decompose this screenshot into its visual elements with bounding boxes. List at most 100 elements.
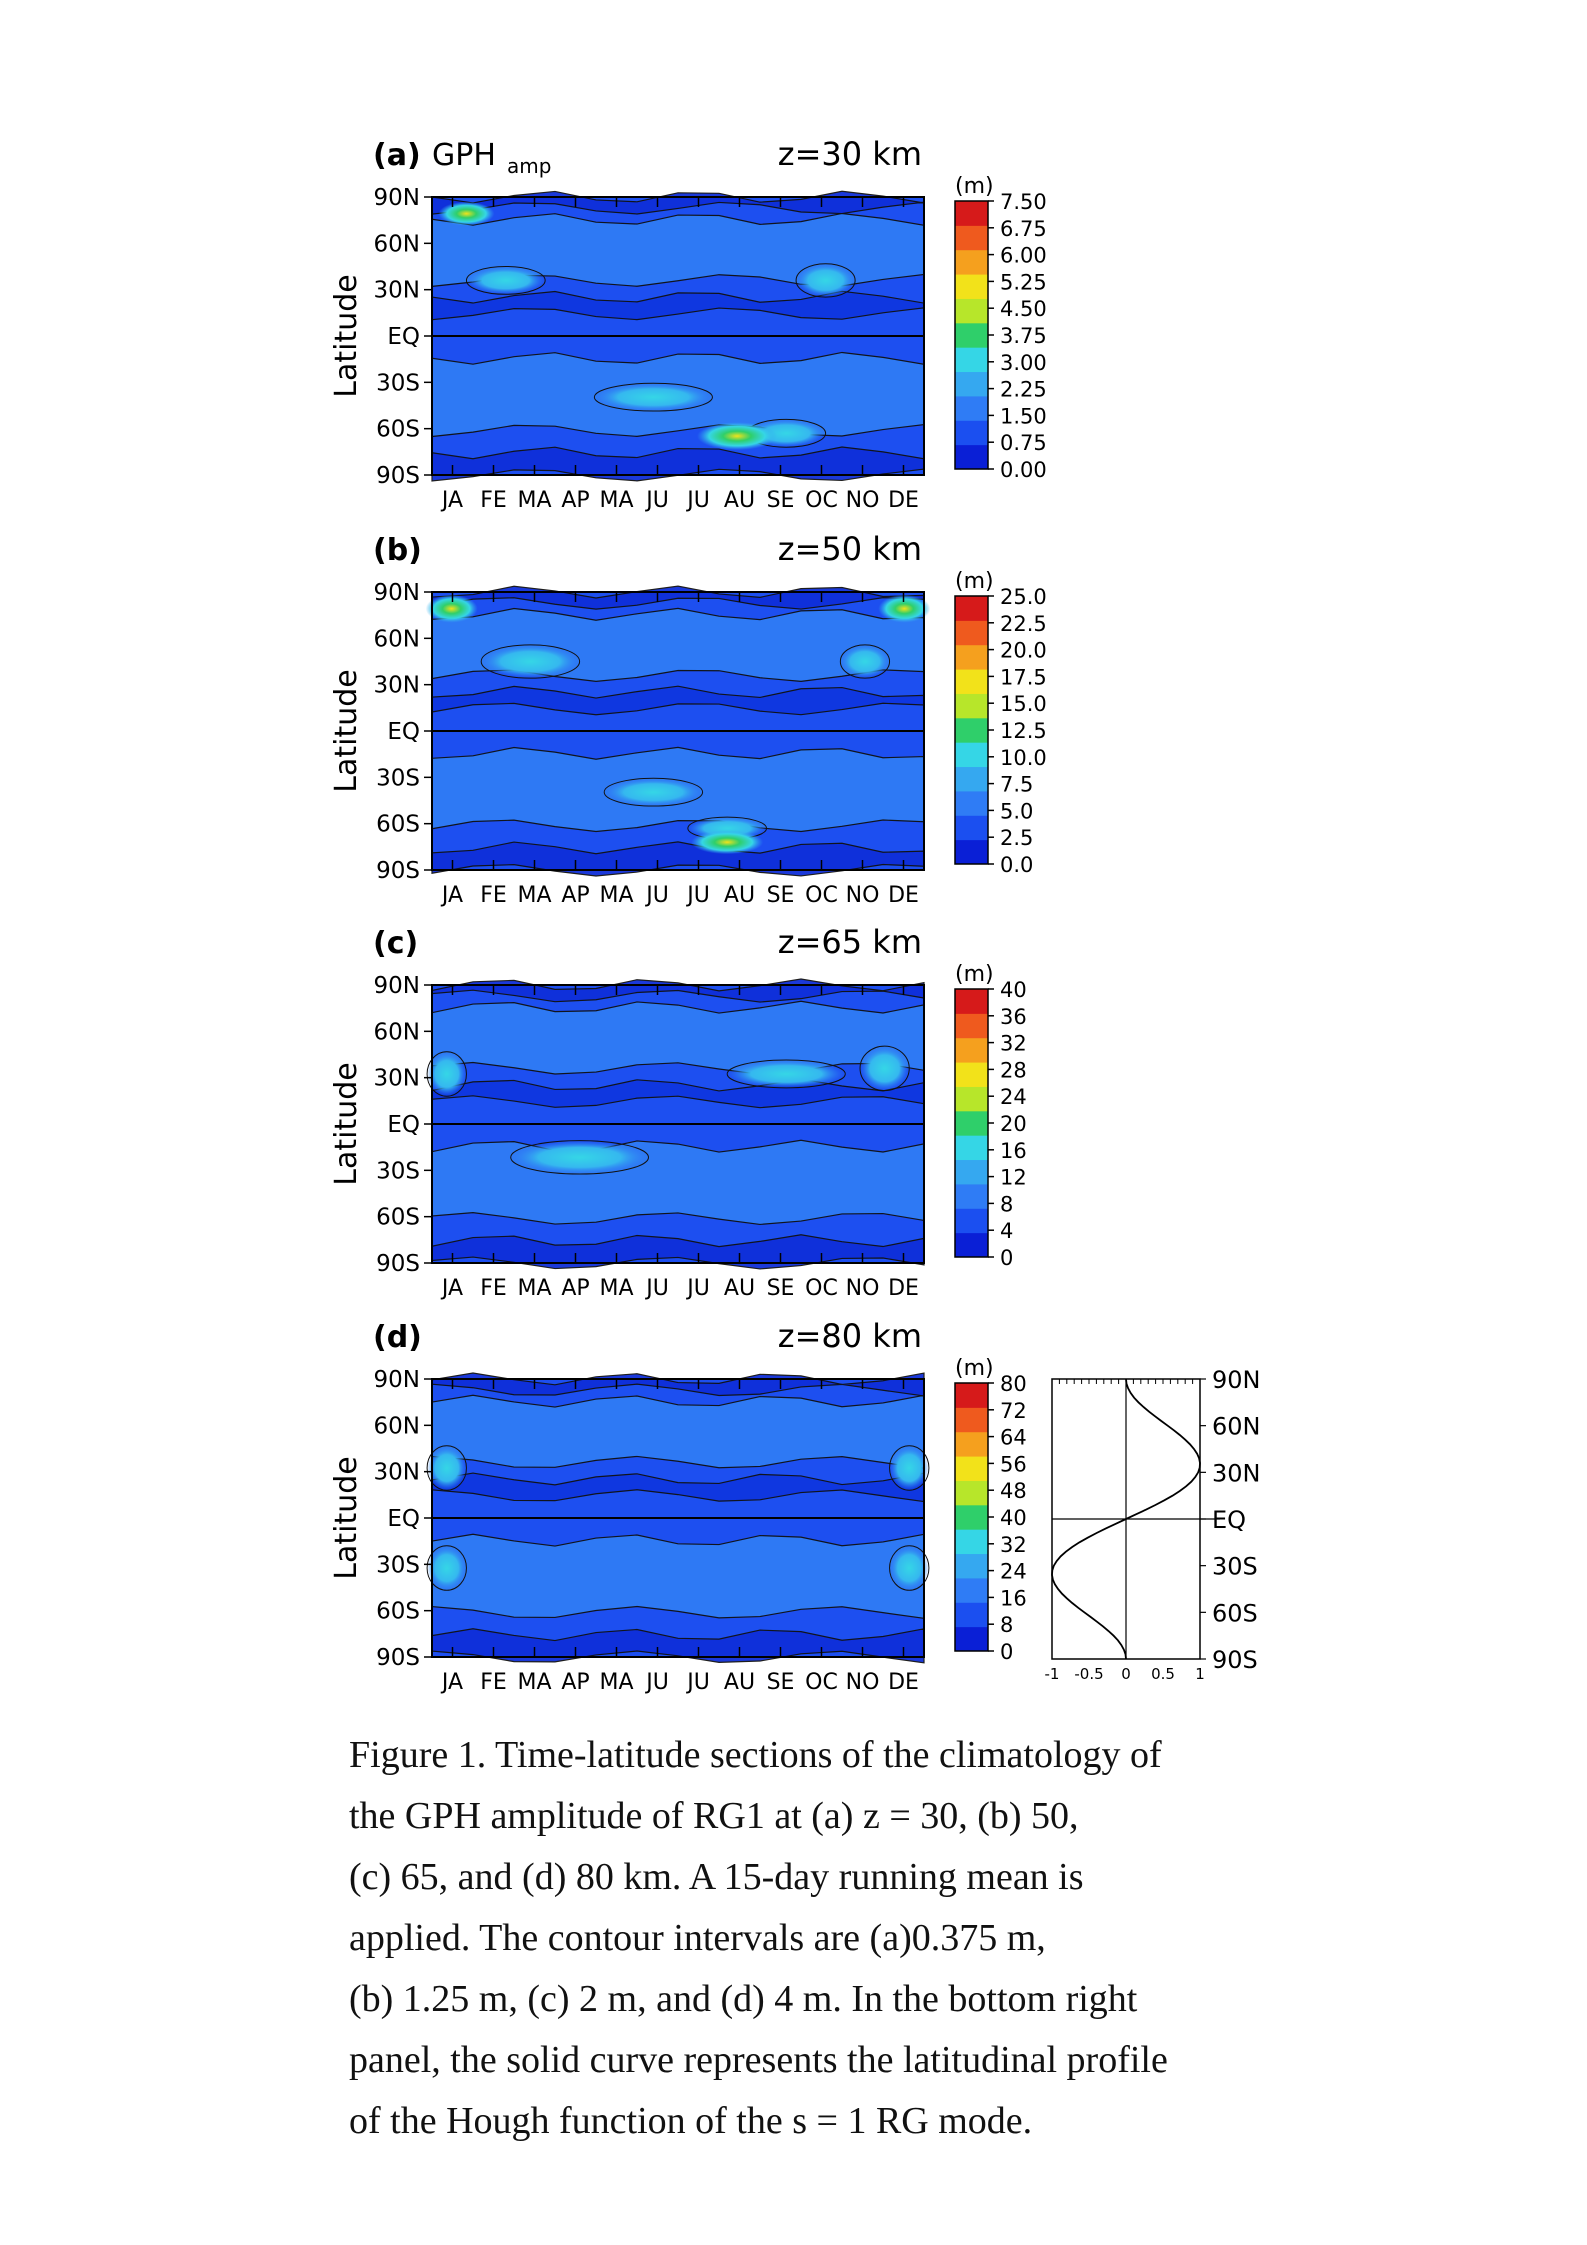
panel-a: 90N 60N 30N EQ 30S 60S 90S Latitude JA FE MA AP MA JU… (329, 135, 1047, 513)
colorbar-tick-label: 2.5 (1000, 826, 1033, 850)
contour-blob (839, 644, 891, 679)
month-tick-label: MA (599, 883, 633, 908)
colorbar-tick-label: 12 (1000, 1166, 1027, 1190)
colorbar-tick-label: 0.0 (1000, 853, 1033, 877)
panel-label: (a) (373, 138, 421, 173)
hough-lat-tick-label: 90S (1212, 1646, 1258, 1674)
caption-line: (b) 1.25 m, (c) 2 m, and (d) 4 m. In the… (349, 1978, 1138, 2020)
colorbar-tick-label: 17.5 (1000, 665, 1047, 689)
lat-tick-label: 60S (376, 1205, 420, 1231)
colorbar-tick-label: 25.0 (1000, 585, 1047, 609)
month-tick-label: NO (846, 1276, 880, 1301)
contour-blob (889, 1445, 930, 1491)
hough-curve (1051, 1378, 1201, 1660)
altitude-label: z=50 km (778, 530, 922, 568)
month-tick-label: JA (440, 488, 463, 513)
contour-maximum (691, 830, 764, 855)
panel-label: (b) (373, 533, 422, 568)
contour-region (431, 1000, 925, 1075)
colorbar-segment (955, 322, 988, 348)
lat-tick-label: 90N (374, 973, 420, 999)
colorbar-tick-label: 0.75 (1000, 431, 1047, 455)
lat-tick-label: EQ (387, 1506, 420, 1532)
month-tick-label: JU (644, 1276, 669, 1301)
colorbar-segment (955, 669, 988, 694)
colorbar-segment (955, 420, 988, 446)
colorbar-segment (955, 596, 988, 621)
colorbar-tick-label: 24 (1000, 1560, 1027, 1584)
month-tick-label: AU (724, 488, 755, 513)
month-tick-label: OC (805, 883, 838, 908)
y-axis-label: Latitude (329, 669, 364, 792)
colorbar-segment (955, 790, 988, 816)
colorbar-tick-label: 5.0 (1000, 799, 1033, 823)
colorbar-segment (955, 444, 988, 470)
y-axis-label: Latitude (329, 274, 364, 397)
colorbar-unit: (m) (955, 174, 994, 199)
month-tick-label: MA (517, 1670, 551, 1695)
altitude-label: z=30 km (778, 135, 922, 173)
colorbar-tick-label: 16 (1000, 1139, 1027, 1163)
lat-tick-label: 30N (374, 278, 420, 304)
month-tick-label: SE (767, 1670, 795, 1695)
hough-x-tick-label: 0 (1121, 1665, 1131, 1683)
colorbar-segment (955, 1407, 988, 1433)
colorbar-tick-label: 22.5 (1000, 612, 1047, 636)
lat-tick-label: 90N (374, 1367, 420, 1393)
caption-line: (c) 65, and (d) 80 km. A 15-day running … (349, 1856, 1084, 1898)
lat-tick-label: 90N (374, 185, 420, 211)
lat-tick-label: 30N (374, 673, 420, 699)
colorbar-segment (955, 742, 988, 768)
lat-tick-label: 60S (376, 417, 420, 443)
hough-x-tick-label: 0.5 (1151, 1665, 1175, 1683)
lat-tick-label: EQ (387, 1112, 420, 1138)
contour-blob (726, 1059, 846, 1089)
colorbar-segment (955, 1135, 988, 1161)
hough-lat-tick-label: 90N (1212, 1366, 1261, 1394)
colorbar-segment (955, 1037, 988, 1063)
y-axis-label: Latitude (329, 1062, 364, 1185)
lat-tick-label: 90S (376, 463, 420, 489)
contour-blob (426, 1051, 467, 1097)
month-tick-label: JU (644, 1670, 669, 1695)
lat-tick-label: 30S (376, 765, 420, 791)
hough-x-tick-label: 1 (1195, 1665, 1205, 1683)
colorbar-tick-label: 7.5 (1000, 773, 1033, 797)
panel-label: (d) (373, 1320, 422, 1355)
month-tick-label: AP (561, 488, 589, 513)
lat-tick-label: 30N (374, 1460, 420, 1486)
contour-blob (593, 382, 713, 412)
colorbar-segment (955, 815, 988, 841)
colorbar-segment (955, 1626, 988, 1652)
colorbar-tick-label: 16 (1000, 1586, 1027, 1610)
colorbar-unit: (m) (955, 962, 994, 987)
lat-tick-label: EQ (387, 719, 420, 745)
lat-tick-label: 60S (376, 812, 420, 838)
month-tick-label: NO (846, 1670, 880, 1695)
panel-title-subscript: amp (507, 154, 551, 178)
month-tick-label: AP (561, 883, 589, 908)
month-tick-label: JA (440, 1670, 463, 1695)
contour-maximum (438, 201, 495, 226)
hough-lat-tick-label: 60S (1212, 1599, 1258, 1627)
contour-blob (465, 266, 546, 295)
colorbar-tick-label: 48 (1000, 1479, 1027, 1503)
lat-tick-label: 60N (374, 626, 420, 652)
month-tick-label: MA (517, 488, 551, 513)
colorbar-segment (955, 1529, 988, 1555)
panel-d: 90N 60N 30N EQ 30S 60S 90S Latitude JA FE MA AP MA JU… (329, 1317, 1027, 1695)
month-tick-label: JU (685, 883, 710, 908)
colorbar-tick-label: 1.50 (1000, 404, 1047, 428)
panel-title: GPH (432, 138, 496, 173)
month-tick-label: JU (685, 1276, 710, 1301)
colorbar-unit: (m) (955, 1356, 994, 1381)
colorbar-segment (955, 1110, 988, 1136)
colorbar-tick-label: 64 (1000, 1426, 1027, 1450)
colorbar-segment (955, 1480, 988, 1506)
colorbar-tick-label: 56 (1000, 1452, 1027, 1476)
colorbar-tick-label: 15.0 (1000, 692, 1047, 716)
colorbar-segment (955, 839, 988, 865)
lat-tick-label: 60N (374, 1019, 420, 1045)
colorbar-tick-label: 4.50 (1000, 297, 1047, 321)
colorbar-tick-label: 5.25 (1000, 270, 1047, 294)
